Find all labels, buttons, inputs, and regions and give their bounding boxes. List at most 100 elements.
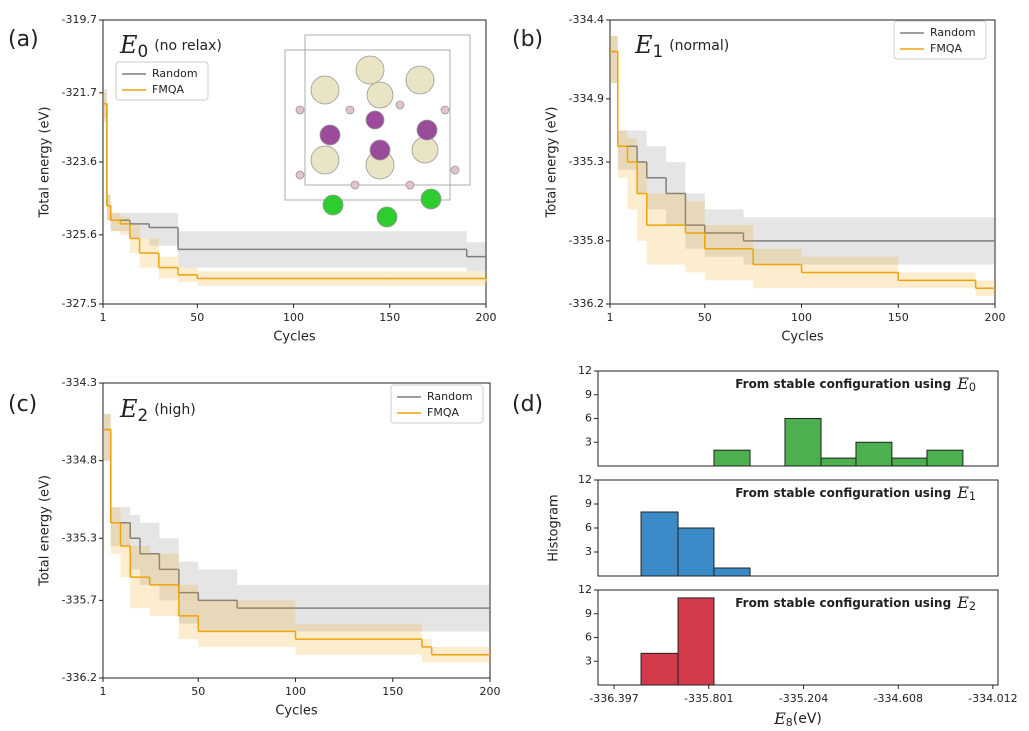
- histogram-bar: [785, 419, 821, 467]
- x-tick-label: -334.608: [874, 692, 923, 705]
- x-tick-label: 50: [191, 685, 205, 698]
- annotation: From stable configuration using: [735, 486, 951, 500]
- y-tick-label: 9: [585, 607, 592, 620]
- symbol: E: [634, 31, 653, 59]
- symbol: E: [956, 593, 969, 612]
- x-tick-label: 100: [283, 311, 304, 324]
- y-tick-label: 6: [585, 631, 592, 644]
- math-label: E1 (normal): [634, 31, 729, 62]
- legend-label: FMQA: [152, 83, 184, 96]
- subscript: 1: [969, 490, 976, 503]
- histogram-bar: [927, 450, 963, 466]
- y-tick-label: -334.8: [62, 454, 97, 467]
- atom: [377, 207, 397, 227]
- x-tick-label: 200: [985, 311, 1006, 324]
- y-tick-label: -334.4: [569, 13, 604, 26]
- symbol: E: [773, 709, 786, 728]
- atom: [421, 189, 441, 209]
- symbol: E: [956, 483, 969, 502]
- y-tick-label: -336.2: [62, 671, 97, 684]
- histogram-bar: [641, 512, 678, 576]
- x-axis-label: Cycles: [273, 330, 316, 345]
- x-tick-label: 1: [100, 685, 107, 698]
- legend-label: Random: [152, 67, 198, 80]
- y-axis-label: Total energy (eV): [38, 475, 53, 587]
- y-tick-label: 3: [585, 654, 592, 667]
- y-tick-label: 6: [585, 521, 592, 534]
- legend-label: FMQA: [427, 406, 459, 419]
- atom: [296, 106, 304, 114]
- uncertainty-band: [111, 213, 121, 231]
- histogram-bar: [856, 442, 892, 466]
- x-tick-label: 200: [476, 311, 497, 324]
- legend-label: Random: [427, 390, 473, 403]
- atom: [396, 101, 404, 109]
- y-axis-label: Total energy (eV): [545, 107, 560, 219]
- atom: [406, 181, 414, 189]
- x-tick-label: -335.204: [779, 692, 828, 705]
- title-note: (normal): [669, 38, 729, 54]
- y-tick-label: -327.5: [62, 297, 97, 310]
- atom: [323, 195, 343, 215]
- y-tick-label: -335.7: [62, 593, 97, 606]
- x-axis-label: E8(eV): [773, 709, 822, 730]
- uncertainty-band: [627, 138, 637, 209]
- histogram-bar: [678, 528, 714, 576]
- uncertainty-band: [610, 36, 618, 83]
- x-tick-label: 150: [382, 685, 403, 698]
- y-axis-label: Total energy (eV): [38, 107, 53, 219]
- uncertainty-band: [753, 249, 801, 288]
- y-tick-label: -321.7: [62, 86, 97, 99]
- annotation: From stable configuration using: [735, 596, 951, 610]
- histogram-bar: [821, 458, 856, 466]
- y-tick-label: 12: [578, 583, 592, 596]
- y-tick-label: -325.6: [62, 228, 97, 241]
- y-tick-label: -319.7: [62, 13, 97, 26]
- panel-label: (c): [8, 392, 37, 417]
- uncertainty-band: [179, 585, 198, 639]
- panel-label: (b): [512, 27, 543, 52]
- uncertainty-band: [111, 507, 121, 554]
- y-axis-label: Histogram: [547, 494, 562, 561]
- atom: [366, 111, 384, 129]
- uncertainty-band: [637, 162, 647, 241]
- annotation: From stable configuration using: [735, 377, 951, 391]
- x-tick-label: 1: [607, 311, 614, 324]
- y-tick-label: 9: [585, 497, 592, 510]
- legend-label: FMQA: [930, 42, 962, 55]
- panel-label: (a): [8, 27, 39, 52]
- y-tick-label: -336.2: [569, 297, 604, 310]
- unit: (eV): [793, 711, 822, 727]
- math-label: From stable configuration using E1: [735, 483, 976, 504]
- histogram-bar: [892, 458, 927, 466]
- y-tick-label: 3: [585, 545, 592, 558]
- legend-label: Random: [930, 26, 976, 39]
- subscript: 8: [786, 716, 793, 729]
- y-tick-label: -335.3: [569, 155, 604, 168]
- y-tick-label: -323.6: [62, 155, 97, 168]
- y-tick-label: -334.9: [569, 92, 604, 105]
- atom: [356, 56, 384, 84]
- histogram-bar: [641, 653, 678, 685]
- atom: [346, 106, 354, 114]
- math-label: E2(high): [119, 395, 196, 426]
- subscript: 2: [138, 405, 149, 425]
- uncertainty-band: [705, 225, 753, 280]
- crystal-inset: [285, 35, 470, 227]
- panel-label: (d): [512, 392, 543, 417]
- subscript: 0: [969, 381, 976, 394]
- x-tick-label: 50: [698, 311, 712, 324]
- title-note: (high): [154, 402, 195, 418]
- subscript: 1: [653, 41, 664, 61]
- uncertainty-band: [618, 130, 628, 177]
- x-tick-label: 150: [888, 311, 909, 324]
- x-tick-label: 100: [791, 311, 812, 324]
- atom: [351, 181, 359, 189]
- atom: [417, 120, 437, 140]
- y-tick-label: 12: [578, 473, 592, 486]
- x-tick-label: -335.801: [684, 692, 733, 705]
- x-tick-label: 200: [480, 685, 501, 698]
- uncertainty-band: [103, 414, 111, 461]
- x-tick-label: 100: [285, 685, 306, 698]
